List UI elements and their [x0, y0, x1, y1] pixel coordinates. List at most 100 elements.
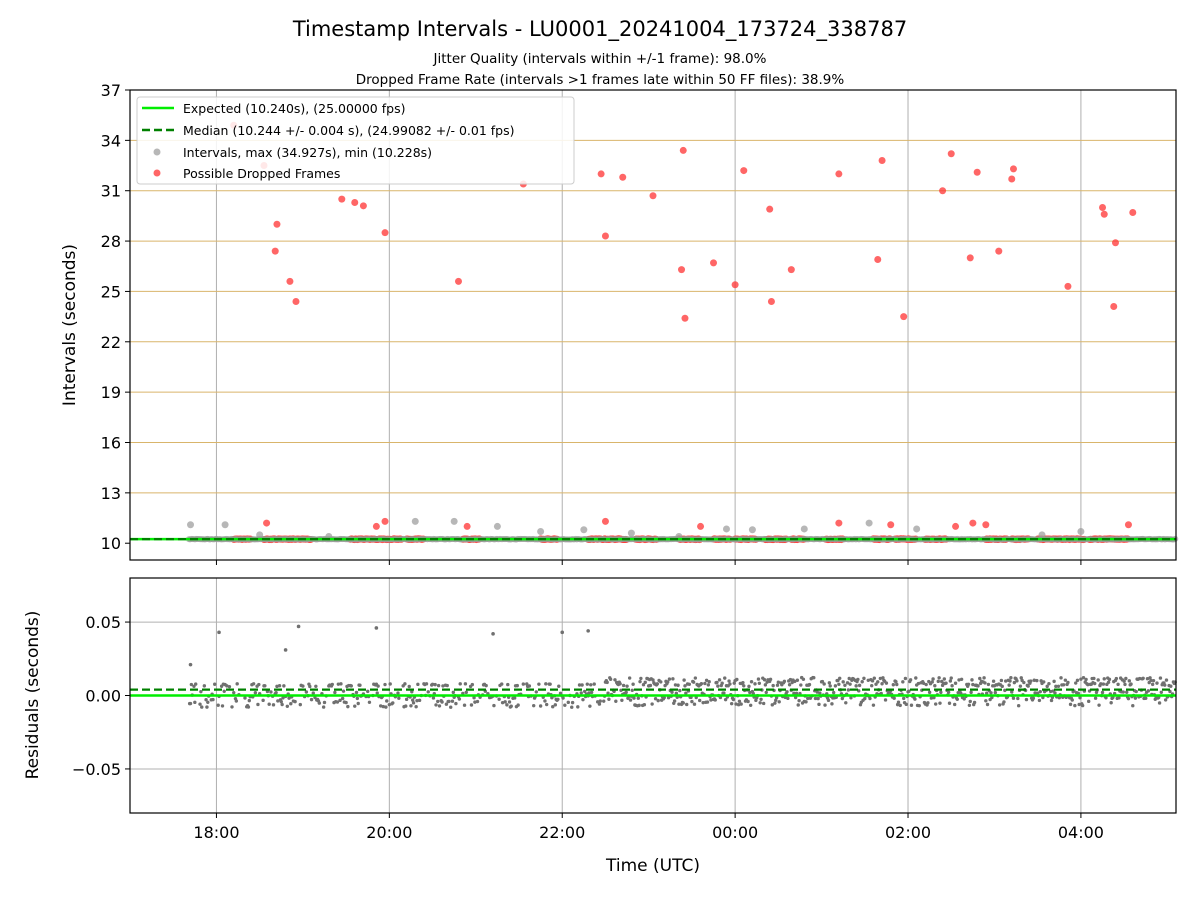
residual-point: [500, 682, 503, 685]
residual-point: [868, 697, 871, 700]
residual-point: [1010, 690, 1013, 693]
dropped-frame-point: [681, 315, 688, 322]
residual-point: [344, 701, 347, 704]
residual-point: [909, 678, 912, 681]
residual-point: [1093, 682, 1096, 685]
interval-point: [412, 518, 419, 525]
residual-point: [256, 703, 259, 706]
residual-point: [628, 676, 631, 679]
residual-point: [934, 702, 937, 705]
residual-point: [832, 691, 835, 694]
residual-point: [1053, 691, 1056, 694]
residual-point: [1128, 679, 1131, 682]
residual-point: [383, 683, 386, 686]
residual-point: [1169, 685, 1172, 688]
residual-point: [718, 678, 721, 681]
dropped-frame-point: [900, 313, 907, 320]
dropped-frame-point: [382, 518, 389, 525]
residual-point: [827, 699, 830, 702]
residual-point: [656, 682, 659, 685]
residual-point: [228, 685, 231, 688]
residual-point: [602, 699, 605, 702]
residual-point: [322, 705, 325, 708]
residual-point: [286, 705, 289, 708]
interval-point: [866, 520, 873, 527]
residual-point: [918, 704, 921, 707]
dropped-frame-point: [732, 281, 739, 288]
residual-point: [1147, 689, 1150, 692]
residual-point: [194, 682, 197, 685]
residual-point: [938, 701, 941, 704]
residual-point: [230, 705, 233, 708]
residual-point: [843, 684, 846, 687]
residual-point: [631, 683, 634, 686]
residual-point: [848, 682, 851, 685]
residual-point: [926, 701, 929, 704]
residual-point: [205, 705, 208, 708]
residual-point: [967, 683, 970, 686]
residual-point: [854, 684, 857, 687]
interval-point: [580, 526, 587, 533]
residual-point: [1009, 676, 1012, 679]
y-tick-label: 19: [101, 383, 121, 402]
residual-point: [1096, 678, 1099, 681]
residual-point: [690, 700, 693, 703]
residual-point: [637, 704, 640, 707]
residual-point: [356, 697, 359, 700]
legend-expected-label: Expected (10.240s), (25.00000 fps): [183, 101, 405, 116]
residual-point: [257, 683, 260, 686]
residual-point: [643, 703, 646, 706]
residual-point: [404, 704, 407, 707]
residual-point: [599, 699, 602, 702]
x-tick-label: 20:00: [366, 823, 412, 842]
dropped-frame-point: [788, 266, 795, 273]
residual-point: [692, 680, 695, 683]
residual-point: [1016, 697, 1019, 700]
residual-point: [901, 680, 904, 683]
residual-point: [723, 676, 726, 679]
residual-point: [516, 684, 519, 687]
dropped-frame-point: [464, 523, 471, 530]
residual-point: [200, 705, 203, 708]
residual-point: [580, 691, 583, 694]
residual-point: [278, 684, 281, 687]
dropped-frame-point: [710, 259, 717, 266]
residual-point: [746, 700, 749, 703]
residual-point: [484, 684, 487, 687]
dropped-frame-point: [879, 157, 886, 164]
residual-point: [786, 697, 789, 700]
residual-point: [269, 690, 272, 693]
dropped-frame-point: [995, 248, 1002, 255]
residual-point: [954, 682, 957, 685]
residual-point: [418, 699, 421, 702]
residual-point: [928, 691, 931, 694]
residual-point: [570, 706, 573, 709]
residual-point: [812, 676, 815, 679]
residual-point: [605, 681, 608, 684]
residual-point: [1116, 683, 1119, 686]
y-tick-label: 31: [101, 182, 121, 201]
dropped-frame-point: [602, 233, 609, 240]
residual-point: [1165, 678, 1168, 681]
intervals-y-label: Intervals (seconds): [60, 244, 80, 406]
residual-point: [956, 698, 959, 701]
residual-point: [1160, 691, 1163, 694]
residuals-y-label: Residuals (seconds): [23, 611, 43, 780]
residual-point: [193, 701, 196, 704]
residual-point: [189, 702, 192, 705]
y-tick-label: 34: [101, 131, 121, 150]
residual-point: [588, 704, 591, 707]
residual-point: [357, 702, 360, 705]
residual-point: [858, 684, 861, 687]
y-tick-label: 0.00: [85, 687, 121, 706]
residual-point: [355, 691, 358, 694]
residual-point: [828, 681, 831, 684]
dropped-frame-point: [1129, 209, 1136, 216]
residual-point: [738, 700, 741, 703]
residual-point: [739, 702, 742, 705]
residual-point: [433, 683, 436, 686]
residual-point: [715, 681, 718, 684]
dropped-frame-point: [351, 199, 358, 206]
residual-point: [1123, 683, 1126, 686]
